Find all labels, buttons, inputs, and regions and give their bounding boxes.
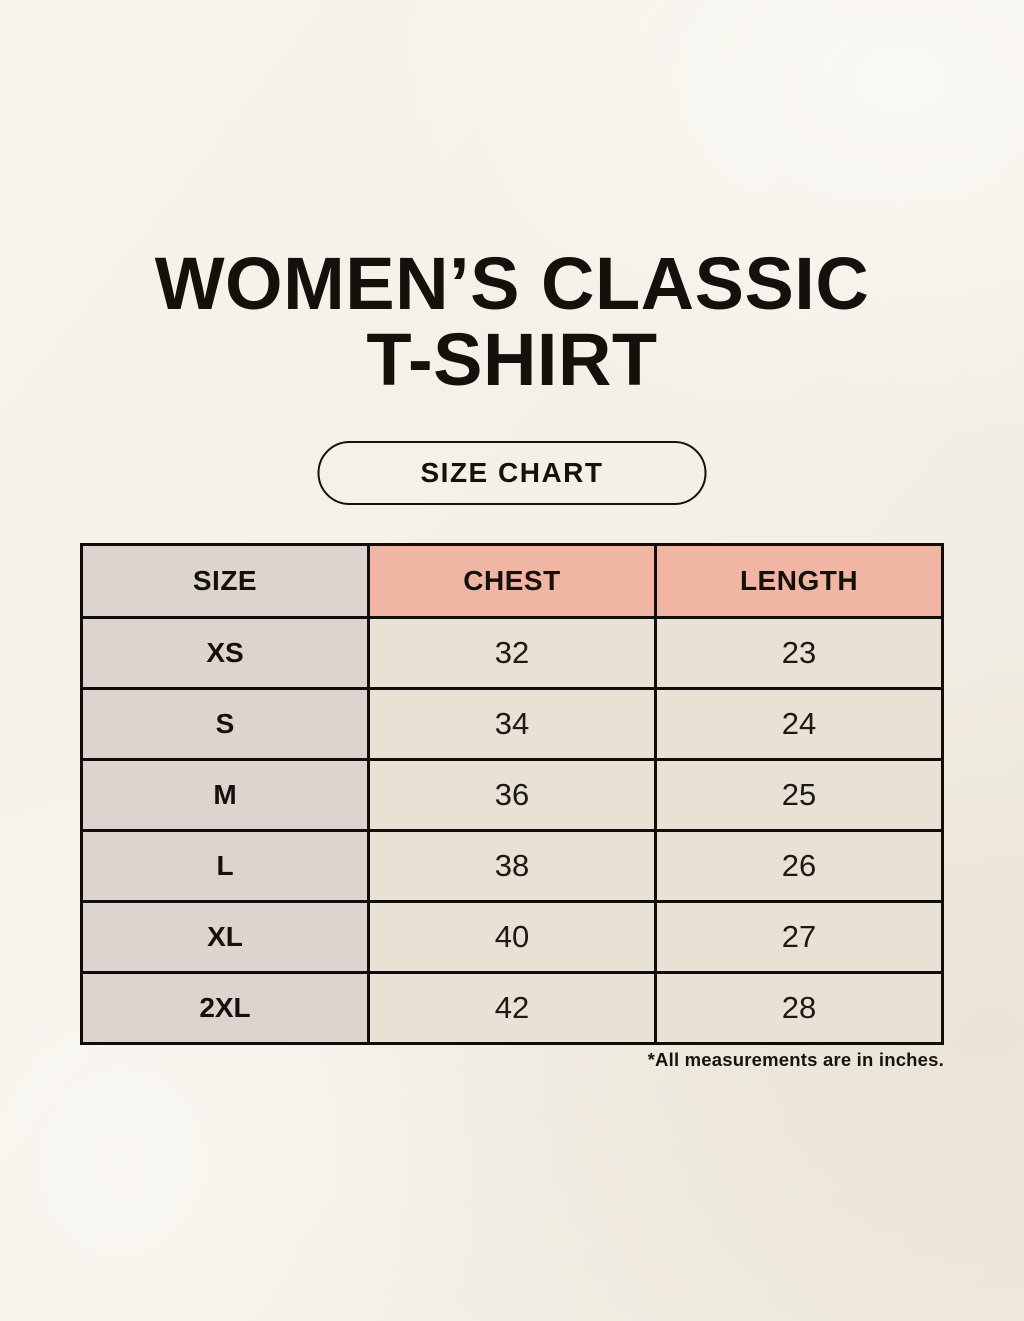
size-cell: L — [80, 829, 370, 903]
table-row-s: S 34 24 — [80, 687, 944, 761]
table-header-row: SIZE CHEST LENGTH — [80, 543, 944, 619]
size-cell: XS — [80, 616, 370, 690]
length-cell: 28 — [654, 971, 944, 1045]
header-cell-chest: CHEST — [367, 543, 657, 619]
length-cell: 24 — [654, 687, 944, 761]
size-chart-badge-label: SIZE CHART — [420, 457, 604, 488]
measurements-footnote: *All measurements are in inches. — [647, 1049, 944, 1070]
chest-cell: 42 — [367, 971, 657, 1045]
length-cell: 26 — [654, 829, 944, 903]
table-row-l: L 38 26 — [80, 829, 944, 903]
chest-cell: 38 — [367, 829, 657, 903]
size-cell: XL — [80, 900, 370, 974]
size-cell: 2XL — [80, 971, 370, 1045]
table-row-xl: XL 40 27 — [80, 900, 944, 974]
chest-cell: 34 — [367, 687, 657, 761]
header-cell-length: LENGTH — [654, 543, 944, 619]
size-table: SIZE CHEST LENGTH XS 32 23 S 34 24 M 36 … — [80, 543, 944, 1045]
length-cell: 23 — [654, 616, 944, 690]
table-row-m: M 36 25 — [80, 758, 944, 832]
size-cell: M — [80, 758, 370, 832]
length-cell: 27 — [654, 900, 944, 974]
table-row-xs: XS 32 23 — [80, 616, 944, 690]
length-cell: 25 — [654, 758, 944, 832]
chest-cell: 36 — [367, 758, 657, 832]
chest-cell: 40 — [367, 900, 657, 974]
chest-cell: 32 — [367, 616, 657, 690]
size-chart-badge: SIZE CHART — [317, 441, 707, 505]
header-cell-size: SIZE — [80, 543, 370, 619]
page-title: WOMEN’S CLASSIC T-SHIRT — [0, 246, 1024, 398]
table-row-2xl: 2XL 42 28 — [80, 971, 944, 1045]
title-line-2: T-SHIRT — [366, 318, 658, 401]
title-line-1: WOMEN’S CLASSIC — [154, 242, 870, 325]
size-cell: S — [80, 687, 370, 761]
